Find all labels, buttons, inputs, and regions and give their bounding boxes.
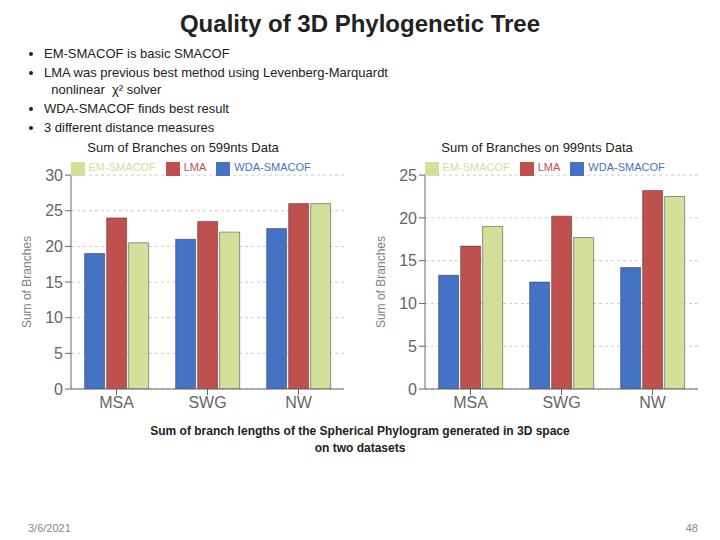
html-text:Sum of Branches on 599nts Data: Sum of Branches on 599nts Data (87, 140, 279, 156)
html-text:EM-SMACOF is basic SMACOF: EM-SMACOF is basic SMACOF (44, 46, 230, 61)
html-text:LMA: LMA (183, 161, 207, 174)
svg-text:Sum of Branches: Sum of Branches (20, 236, 34, 328)
html-text:WDA-SMACOF finds best result: WDA-SMACOF finds best result (44, 100, 229, 116)
svg-text:SWG: SWG (542, 395, 580, 412)
svg-text:SWG: SWG (188, 395, 226, 412)
svg-text:25: 25 (399, 167, 417, 184)
svg-text:10: 10 (45, 310, 63, 327)
html-text:WDA-SMACOF: WDA-SMACOF (588, 161, 665, 174)
html-text:3 different distance measures: 3 different distance measures (44, 119, 215, 135)
html-text:Sum of branch lengths of the S: Sum of branch lengths of the Spherical P… (150, 424, 570, 439)
html-text:48: 48 (685, 522, 698, 534)
svg-text:0: 0 (408, 381, 417, 398)
svg-text:NW: NW (285, 395, 313, 412)
html-text:WDA-SMACOF: WDA-SMACOF (234, 161, 311, 174)
svg-text:25: 25 (45, 203, 63, 220)
html-text:on two datasets: on two datasets (314, 440, 406, 455)
svg-text:MSA: MSA (99, 395, 134, 412)
svg-text:Sum of Branches: Sum of Branches (374, 236, 388, 328)
html-text:3/6/2021: 3/6/2021 (28, 522, 71, 534)
svg-text:0: 0 (54, 381, 63, 398)
svg-text:MSA: MSA (453, 395, 488, 412)
html-text:LMA was previous best method u: LMA was previous best method using Leven… (44, 64, 388, 97)
html-text:Sum of Branches on 999nts Data: Sum of Branches on 999nts Data (441, 140, 633, 156)
svg-text:15: 15 (45, 274, 63, 291)
html-text:EM-SMACOF: EM-SMACOF (442, 161, 510, 174)
svg-text:5: 5 (54, 345, 63, 362)
svg-text:10: 10 (399, 296, 417, 313)
svg-text:NW: NW (639, 395, 667, 412)
html-text:Quality of 3D Phylogenetic Tre: Quality of 3D Phylogenetic Tree (180, 10, 540, 37)
svg-text:20: 20 (399, 210, 417, 227)
html-text:EM-SMACOF: EM-SMACOF (88, 161, 156, 174)
svg-text:15: 15 (399, 253, 417, 270)
svg-text:5: 5 (408, 338, 417, 355)
html-text:LMA: LMA (537, 161, 561, 174)
svg-text:20: 20 (45, 239, 63, 256)
svg-text:30: 30 (45, 167, 63, 184)
